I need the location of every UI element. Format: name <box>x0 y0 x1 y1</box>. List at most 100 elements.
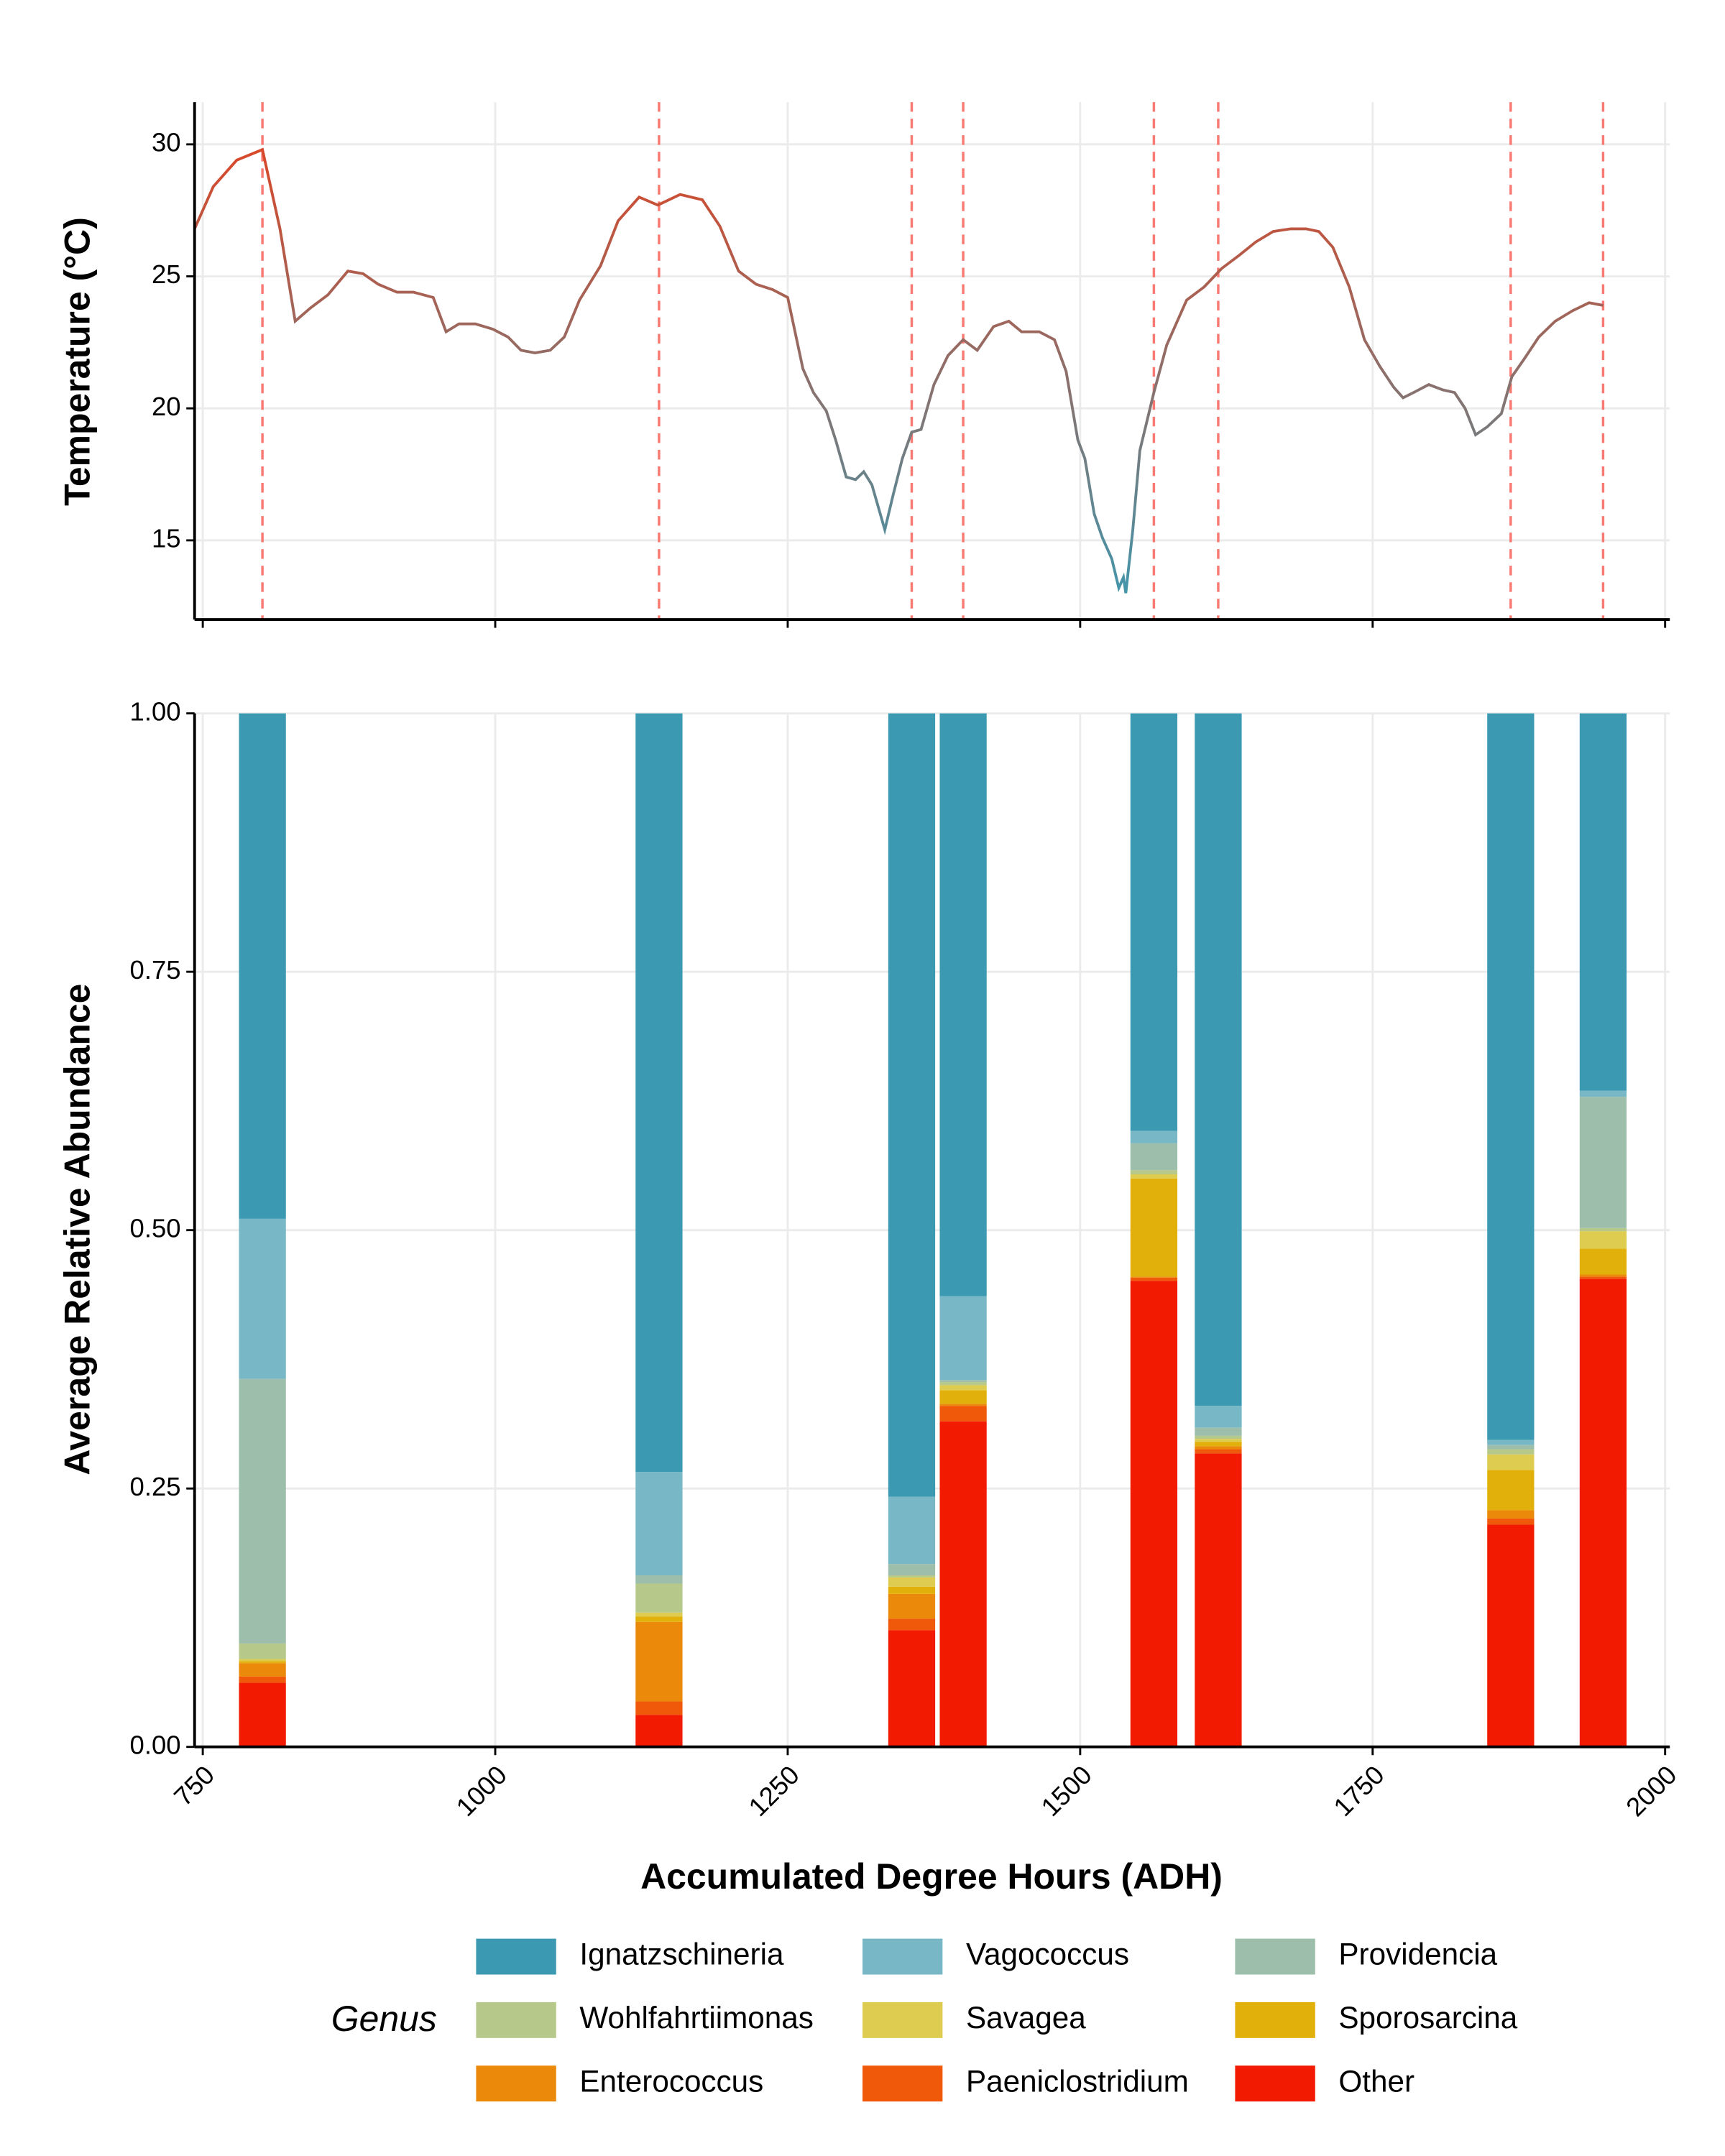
y-tick-label: 15 <box>152 524 181 553</box>
x-tick-label: 2000 <box>1620 1760 1682 1822</box>
legend-label: Savagea <box>966 2001 1086 2035</box>
bar-segment <box>939 1380 987 1383</box>
bar-segment <box>1195 1406 1242 1428</box>
bar-segment <box>939 1385 987 1391</box>
bar-segment <box>939 1406 987 1422</box>
bar-segment <box>1487 1454 1535 1470</box>
legend-label: Sporosarcina <box>1338 2001 1517 2035</box>
bar-segment <box>239 713 286 1219</box>
legend-label: Enterococcus <box>579 2064 763 2098</box>
y-axis-title: Average Relative Abundance <box>58 984 98 1475</box>
y-tick-label: 1.00 <box>130 696 181 726</box>
bar-segment <box>239 1676 286 1683</box>
bar-segment <box>239 1659 286 1662</box>
bar-segment <box>1487 1510 1535 1519</box>
bar-segment <box>1579 1090 1627 1097</box>
bar-segment <box>939 713 987 1296</box>
legend-label: Wohlfahrtiimonas <box>579 2001 814 2035</box>
bar-segment <box>888 1577 936 1587</box>
bar-segment <box>939 1421 987 1747</box>
bar-segment <box>1579 713 1627 1091</box>
bar-segment <box>635 1621 683 1702</box>
x-axis-title: Accumulated Degree Hours (ADH) <box>640 1856 1223 1897</box>
bar-segment <box>635 1575 683 1584</box>
bar-segment <box>939 1296 987 1381</box>
bar-segment <box>239 1663 286 1677</box>
bar-segment <box>939 1390 987 1404</box>
bar-segment <box>1579 1274 1627 1277</box>
bar-segment <box>1195 1446 1242 1450</box>
y-tick-label: 0.25 <box>130 1472 181 1501</box>
bar-segment <box>1130 1174 1178 1179</box>
x-tick-label: 1500 <box>1035 1760 1097 1822</box>
bar-segment <box>239 1682 286 1747</box>
bar-segment <box>1579 1248 1627 1275</box>
legend-label: Providencia <box>1338 1938 1497 1971</box>
legend-label: Paeniclostridium <box>966 2064 1189 2098</box>
bar-segment <box>1195 1449 1242 1454</box>
bar-segment <box>1487 1470 1535 1511</box>
legend-key <box>476 2065 556 2102</box>
y-tick-label: 0.00 <box>130 1730 181 1759</box>
bar-segment <box>888 1593 936 1619</box>
bar-segment <box>239 1643 286 1659</box>
bar-segment <box>635 713 683 1473</box>
x-tick-label: 1250 <box>743 1760 805 1822</box>
bar-segment <box>1487 1439 1535 1445</box>
bar-segment <box>1487 1524 1535 1747</box>
x-tick-label: 1000 <box>451 1760 512 1822</box>
bar-segment <box>239 1661 286 1664</box>
bar-segment <box>635 1612 683 1617</box>
bar-segment <box>1487 1518 1535 1525</box>
bar-segment <box>939 1382 987 1386</box>
bar-segment <box>888 1496 936 1565</box>
bar-segment <box>1579 1279 1627 1747</box>
y-tick-label: 30 <box>152 127 181 157</box>
bar-segment <box>1487 1445 1535 1450</box>
bar-segment <box>888 1630 936 1747</box>
x-tick-label: 1750 <box>1328 1760 1389 1822</box>
legend-title: Genus <box>331 1999 437 2039</box>
bar-segment <box>1487 713 1535 1440</box>
bar-segment <box>635 1701 683 1715</box>
bar-segment <box>888 1564 936 1575</box>
bar-segment <box>939 1404 987 1406</box>
bar-segment <box>1130 1276 1178 1278</box>
y-tick-label: 0.75 <box>130 955 181 985</box>
bar-segment <box>1195 1427 1242 1436</box>
y-tick-label: 25 <box>152 259 181 289</box>
legend-key <box>862 2065 943 2102</box>
bar-segment <box>635 1616 683 1622</box>
bar-segment <box>1130 1178 1178 1277</box>
bar-segment <box>635 1715 683 1747</box>
bar-segment <box>1579 1276 1627 1279</box>
bar-segment <box>1130 1130 1178 1143</box>
bar-segment <box>239 1378 286 1644</box>
bar-segment <box>1195 1442 1242 1447</box>
legend-key <box>862 1938 943 1975</box>
y-axis-title: Temperature (°C) <box>58 217 98 506</box>
legend-key <box>1235 1938 1315 1975</box>
y-tick-label: 20 <box>152 392 181 421</box>
legend-key <box>476 2001 556 2038</box>
legend-key <box>862 2001 943 2038</box>
bar-segment <box>1195 1439 1242 1442</box>
bar-segment <box>1487 1449 1535 1455</box>
bar-segment <box>1579 1231 1627 1249</box>
bar-segment <box>888 1575 936 1577</box>
legend-label: Other <box>1338 2064 1414 2098</box>
bar-segment <box>1579 1227 1627 1232</box>
bar-segment <box>1130 1281 1178 1747</box>
bar-segment <box>1130 1170 1178 1175</box>
bar-segment <box>1130 713 1178 1131</box>
bar-segment <box>888 713 936 1497</box>
legend-key <box>476 1938 556 1975</box>
legend-key <box>1235 2065 1315 2102</box>
bar-segment <box>1130 1143 1178 1171</box>
bar-segment <box>635 1472 683 1575</box>
bar-segment <box>239 1218 286 1379</box>
bar-segment <box>888 1618 936 1631</box>
bar-segment <box>1579 1097 1627 1228</box>
